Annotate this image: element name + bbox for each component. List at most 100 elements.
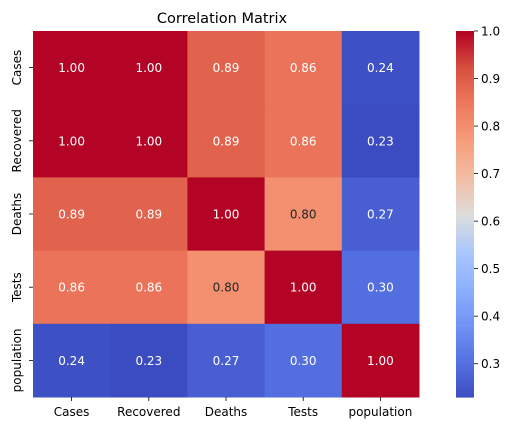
- colorbar-segment: [456, 192, 474, 197]
- heatmap-cell: [33, 31, 111, 105]
- cell-value-label: 1.00: [213, 208, 240, 222]
- colorbar-segment: [456, 52, 474, 56]
- colorbar-segment: [456, 351, 474, 355]
- colorbar-segment: [456, 293, 474, 297]
- colorbar-segment: [456, 369, 474, 374]
- cell-value-label: 1.00: [135, 134, 162, 148]
- colorbar-segment: [456, 326, 474, 331]
- colorbar-segment: [456, 229, 474, 233]
- cell-value-label: 0.89: [135, 208, 162, 222]
- colorbar-segment: [456, 149, 474, 154]
- colorbar-tick-label: 0.3: [481, 357, 500, 371]
- colorbar-segment: [456, 189, 474, 194]
- colorbar-segment: [456, 296, 474, 300]
- cell-value-label: 1.00: [58, 134, 85, 148]
- colorbar-segment: [456, 210, 474, 215]
- colorbar-segment: [456, 305, 474, 310]
- heatmap-cell: [341, 104, 420, 178]
- colorbar-tick-label: 0.8: [481, 120, 500, 134]
- colorbar-segment: [456, 314, 474, 319]
- cell-value-label: 0.24: [367, 61, 394, 75]
- cell-value-label: 0.24: [58, 354, 85, 368]
- colorbar-segment: [456, 339, 474, 343]
- heatmap-cell: [187, 104, 266, 178]
- colorbar-tick-label: 0.7: [481, 167, 500, 181]
- colorbar-segment: [456, 250, 474, 255]
- colorbar-segment: [456, 79, 474, 84]
- colorbar-segment: [456, 122, 474, 127]
- colorbar-segment: [456, 183, 474, 188]
- colorbar-segment: [456, 259, 474, 264]
- colorbar-segment: [456, 73, 474, 78]
- cell-value-label: 0.86: [290, 134, 317, 148]
- colorbar-segment: [456, 268, 474, 273]
- cell-value-label: 1.00: [367, 354, 394, 368]
- colorbar-segment: [456, 384, 474, 389]
- cell-value-label: 0.23: [135, 354, 162, 368]
- colorbar-segment: [456, 287, 474, 291]
- colorbar-segment: [456, 58, 474, 63]
- colorbar-segment: [456, 171, 474, 175]
- colorbar-segment: [456, 354, 474, 358]
- heatmap-cell: [341, 177, 420, 252]
- colorbar-segment: [456, 201, 474, 206]
- colorbar-segment: [456, 34, 474, 38]
- colorbar-segment: [456, 174, 474, 178]
- colorbar-segment: [456, 31, 474, 35]
- colorbar-segment: [456, 180, 474, 185]
- colorbar: 0.3 0.4 0.5 0.6 0.7 0.8 0.9 1.0: [456, 25, 500, 398]
- colorbar-segment: [456, 92, 474, 96]
- colorbar-segment: [456, 387, 474, 392]
- colorbar-segment: [456, 64, 474, 69]
- cell-value-label: 0.89: [58, 208, 85, 222]
- cell-value-label: 0.23: [367, 134, 394, 148]
- colorbar-segment: [456, 168, 474, 172]
- y-axis: Cases Recovered Deaths Tests population: [10, 50, 33, 392]
- heatmap-cell: [33, 177, 111, 252]
- cell-value-label: 0.86: [135, 281, 162, 295]
- heatmap-cell-labels: 1.00 1.00 0.89 0.86 0.24 1.00 1.00 0.89 0.86 0.23…: [58, 61, 394, 368]
- cell-value-label: 0.86: [58, 281, 85, 295]
- cell-value-label: 0.86: [290, 61, 317, 75]
- colorbar-segment: [456, 46, 474, 50]
- colorbar-segment: [456, 107, 474, 111]
- colorbar-segment: [456, 143, 474, 148]
- colorbar-segment: [456, 275, 474, 279]
- heatmap-cell: [341, 31, 420, 105]
- colorbar-segment: [456, 241, 474, 246]
- cell-value-label: 0.27: [213, 354, 240, 368]
- colorbar-segment: [456, 88, 474, 93]
- colorbar-segment: [456, 323, 474, 328]
- heatmap-cell: [187, 31, 266, 105]
- colorbar-segment: [456, 220, 474, 224]
- cell-value-label: 0.30: [367, 281, 394, 295]
- heatmap-cell: [110, 323, 188, 398]
- colorbar-segment: [456, 381, 474, 386]
- colorbar-segment: [456, 345, 474, 349]
- colorbar-segment: [456, 76, 474, 81]
- heatmap-cell: [110, 104, 188, 178]
- colorbar-tick-label: 1.0: [481, 25, 500, 39]
- cell-value-label: 0.89: [213, 134, 240, 148]
- colorbar-segment: [456, 165, 474, 169]
- colorbar-segment: [456, 235, 474, 239]
- colorbar-segment: [456, 195, 474, 200]
- chart-title: Correlation Matrix: [157, 11, 288, 27]
- colorbar-segment: [456, 140, 474, 145]
- colorbar-segment: [456, 104, 474, 108]
- cell-value-label: 1.00: [290, 281, 317, 295]
- cell-value-label: 0.80: [290, 208, 317, 222]
- colorbar-segment: [456, 271, 474, 276]
- colorbar-segment: [456, 162, 474, 166]
- heatmap-cell: [341, 323, 420, 398]
- x-tick-label: Cases: [54, 405, 90, 419]
- colorbar-segment: [456, 85, 474, 90]
- colorbar-segment: [456, 49, 474, 53]
- colorbar-segment: [456, 357, 474, 361]
- colorbar-segment: [456, 198, 474, 203]
- colorbar-segment: [456, 156, 474, 160]
- colorbar-segment: [456, 70, 474, 75]
- heatmap-cell: [264, 323, 343, 398]
- y-tick-label: Recovered: [10, 109, 24, 172]
